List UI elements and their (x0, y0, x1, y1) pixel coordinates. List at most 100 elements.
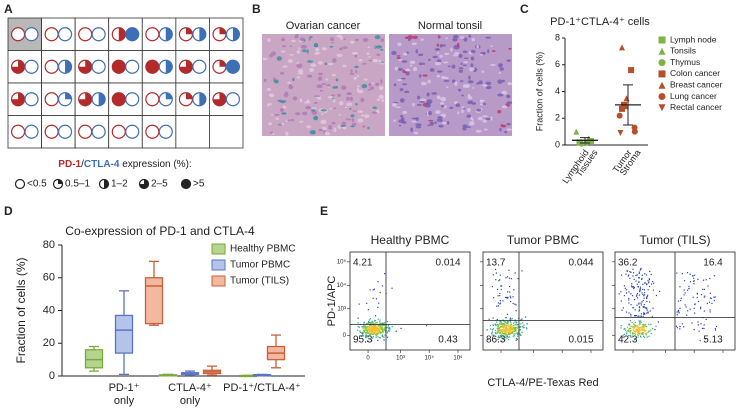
event-dot (384, 334, 386, 336)
event-dot (646, 307, 648, 309)
cell-nucleus (501, 90, 508, 95)
event-dot (357, 322, 359, 324)
pie-icon (10, 59, 26, 74)
event-dot (622, 336, 624, 338)
marker (631, 124, 638, 131)
event-dot (628, 299, 630, 301)
event-dot (636, 294, 638, 296)
event-dot (634, 326, 636, 328)
event-dot (631, 333, 634, 335)
pie-icon (57, 59, 73, 74)
pie-icon (158, 124, 173, 139)
event-dot (677, 309, 680, 312)
x-tick-label: 0 (366, 356, 370, 362)
cell-nucleus (439, 54, 443, 58)
event-dot (368, 328, 370, 330)
event-dot (635, 325, 638, 327)
event-dot (496, 288, 499, 290)
event-dot (506, 337, 508, 339)
quadrant-value: 0.044 (568, 258, 593, 269)
event-dot (520, 323, 522, 325)
event-dot (648, 323, 650, 325)
cell-nucleus (313, 42, 319, 48)
event-dot (626, 331, 628, 333)
event-dot (643, 306, 645, 308)
event-dot (382, 323, 384, 325)
cell-nucleus (442, 121, 447, 125)
cell-nucleus (296, 50, 301, 54)
pie-outline (78, 27, 93, 42)
pie-fill (112, 92, 126, 106)
cell-nucleus (393, 83, 397, 87)
legend-title-part: expression (%): (119, 159, 191, 170)
pie-outline (24, 27, 39, 42)
event-dot (626, 333, 628, 335)
cell-nucleus (361, 114, 364, 117)
cell-nucleus (507, 82, 513, 86)
cell-nucleus (508, 47, 512, 50)
event-dot (703, 288, 706, 291)
event-dot (693, 280, 695, 282)
cell-nucleus (342, 64, 347, 68)
cell-nucleus (472, 87, 475, 89)
event-dot (503, 331, 505, 333)
event-dot (632, 329, 634, 331)
cell-nucleus (402, 52, 408, 56)
event-dot (491, 334, 493, 336)
cell-nucleus (473, 69, 477, 72)
event-dot (388, 324, 390, 326)
pie-icon (10, 124, 26, 139)
cell-nucleus (375, 82, 380, 86)
event-dot (497, 324, 499, 326)
event-dot (376, 330, 378, 332)
event-dot (628, 324, 630, 326)
legend-title-part: CTLA-4 (84, 159, 120, 170)
event-dot (374, 328, 376, 331)
quadrant-value: 16.4 (703, 258, 723, 269)
event-dot (508, 323, 510, 325)
event-dot (640, 313, 643, 315)
event-dot (501, 332, 503, 334)
cell-nucleus (440, 96, 447, 102)
cell-nucleus (357, 89, 364, 94)
event-dot (491, 329, 493, 331)
pie-outline (44, 92, 59, 107)
cell-nucleus (278, 123, 282, 126)
event-dot (366, 330, 368, 332)
cell-nucleus (506, 94, 511, 99)
event-dot (630, 313, 632, 316)
event-dot (629, 277, 631, 280)
event-dot (513, 330, 515, 333)
event-dot (641, 292, 643, 294)
event-dot (516, 322, 518, 324)
pie-fill (219, 27, 226, 35)
event-dot (503, 325, 505, 327)
pie-fill (199, 92, 206, 106)
event-dot (648, 330, 650, 332)
cell-nucleus (487, 49, 490, 54)
event-dot (497, 336, 499, 338)
event-dot (363, 325, 365, 327)
event-dot (627, 275, 629, 277)
cell-nucleus (313, 115, 319, 121)
event-dot (659, 290, 661, 292)
event-dot (508, 336, 511, 338)
cell-nucleus (376, 53, 381, 57)
event-dot (376, 328, 379, 330)
event-dot (504, 339, 506, 341)
event-dot (513, 329, 515, 331)
pie-icon (57, 92, 73, 107)
legend-label: <0.5 (27, 179, 47, 190)
cell-nucleus (375, 45, 382, 49)
event-dot (360, 335, 363, 338)
event-dot (383, 327, 385, 329)
event-dot (639, 329, 641, 332)
event-dot (498, 327, 500, 329)
cell-nucleus (451, 79, 456, 83)
event-dot (489, 325, 491, 327)
event-dot (631, 286, 633, 288)
event-dot (374, 322, 376, 325)
event-dot (634, 332, 637, 334)
event-dot (369, 333, 371, 336)
pie-outline (91, 124, 106, 139)
